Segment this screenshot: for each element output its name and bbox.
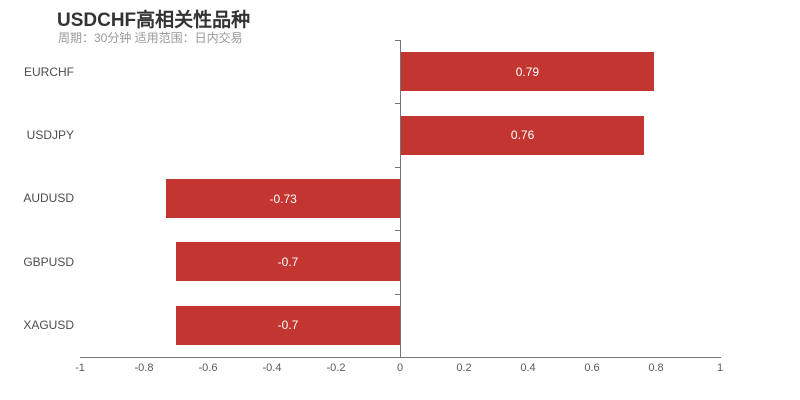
bar-audusd[interactable]: -0.73: [166, 179, 400, 218]
category-label-audusd: AUDUSD: [23, 191, 74, 206]
x-axis-tick-label: -0.8: [134, 362, 154, 374]
category-axis-tick: [395, 230, 400, 232]
bar-value-label: 0.79: [515, 64, 540, 79]
x-axis-tick-label: 0.6: [584, 362, 600, 374]
x-axis-tick-label: -0.6: [198, 362, 218, 374]
x-axis-tick-label: -1: [75, 362, 85, 374]
bar-xagusd[interactable]: -0.7: [176, 305, 400, 345]
chart-subtitle: 周期：30分钟 适用范围：日内交易: [58, 31, 243, 45]
x-axis-line: [80, 357, 721, 358]
bar-value-label: 0.76: [510, 128, 535, 143]
category-label-usdjpy: USDJPY: [26, 128, 74, 143]
bar-eurchf[interactable]: 0.79: [401, 52, 654, 92]
category-axis-tick: [395, 357, 400, 358]
bar-usdjpy[interactable]: 0.76: [401, 115, 645, 155]
x-axis-tick-label: -0.2: [326, 362, 346, 374]
zero-baseline: [400, 40, 401, 358]
bar-value-label: -0.7: [277, 318, 299, 333]
bar-gbpusd[interactable]: -0.7: [176, 242, 400, 282]
category-axis-tick: [395, 40, 400, 41]
x-axis-tick-label: 0.4: [520, 362, 536, 374]
x-axis-tick-label: 0: [396, 362, 404, 374]
category-axis-tick: [395, 166, 400, 168]
x-axis-tick-label: -0.4: [262, 362, 282, 374]
category-label-eurchf: EURCHF: [24, 64, 74, 79]
category-label-gbpusd: GBPUSD: [23, 254, 74, 269]
x-axis-tick-label: 1: [716, 362, 724, 374]
category-axis-tick: [395, 293, 400, 295]
chart-title: USDCHF高相关性品种: [57, 10, 251, 31]
bar-value-label: -0.7: [277, 254, 299, 269]
x-axis-tick-label: 0.8: [648, 362, 664, 374]
category-axis-tick: [395, 103, 400, 105]
category-label-xagusd: XAGUSD: [23, 318, 74, 333]
x-axis-tick-label: 0.2: [456, 362, 472, 374]
bar-value-label: -0.73: [269, 191, 297, 206]
